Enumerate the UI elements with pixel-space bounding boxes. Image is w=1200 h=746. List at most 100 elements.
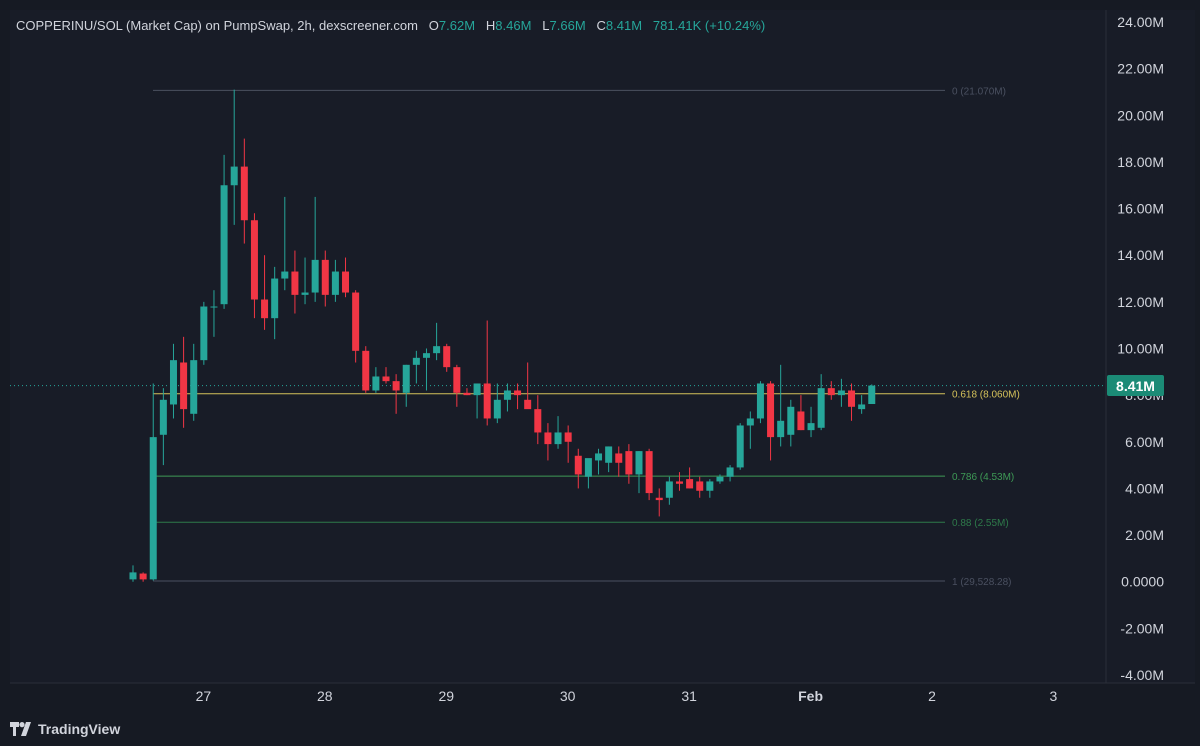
candle [473, 383, 481, 419]
candle [756, 381, 764, 424]
candle-body [382, 376, 390, 382]
candle [200, 301, 208, 365]
candle-body [261, 299, 269, 319]
grid-layer [10, 10, 1195, 684]
candle-body [595, 453, 603, 461]
candle-body [858, 404, 866, 410]
candle-body [301, 292, 309, 295]
fib-label-0.88: 0.88 (2.55M) [952, 518, 1009, 529]
y-tick-label: 16.00M [1117, 201, 1164, 217]
candle-body [605, 446, 613, 463]
y-tick-label: 10.00M [1117, 341, 1164, 357]
candle-body [564, 432, 572, 442]
candle [807, 406, 815, 438]
candle-body [736, 425, 744, 468]
candle-body [352, 292, 360, 351]
plot-area[interactable] [10, 10, 1195, 683]
high-label: H [485, 18, 496, 33]
candle-body [291, 271, 299, 295]
candle-body [645, 451, 653, 494]
y-tick-label: -4.00M [1120, 667, 1164, 683]
candle [767, 381, 775, 461]
candle [301, 257, 309, 305]
candle [382, 367, 390, 384]
candle-body [240, 166, 248, 221]
last-price-tag: 8.41M [1107, 375, 1164, 396]
x-tick-label: 31 [681, 688, 697, 704]
candle [271, 266, 279, 340]
candle-body [696, 481, 704, 491]
candle [665, 476, 673, 505]
candle [190, 343, 198, 421]
close-label: C [596, 18, 606, 33]
candle [797, 395, 805, 431]
candle [534, 395, 542, 445]
candle-body [473, 383, 481, 396]
candle [645, 448, 653, 501]
candle-body [392, 381, 400, 391]
candles-layer [129, 89, 876, 582]
candle-body [433, 346, 441, 354]
candle-body [129, 572, 137, 580]
candle-body [675, 481, 683, 484]
candle-body [453, 367, 461, 393]
candle-body [706, 481, 714, 491]
candle-body [402, 364, 410, 393]
candle [433, 322, 441, 361]
candle [777, 364, 785, 447]
candle-body [635, 451, 643, 475]
candle [352, 290, 360, 363]
candle-body [716, 476, 724, 482]
candle [635, 451, 643, 494]
y-tick-label: 22.00M [1117, 61, 1164, 77]
low-label: L [542, 18, 550, 33]
candle [220, 154, 228, 309]
candle [615, 446, 623, 477]
fib-label-0.618: 0.618 (8.060M) [952, 390, 1020, 401]
candle [706, 479, 714, 498]
candle-body [443, 346, 451, 368]
candle-body [807, 423, 815, 431]
y-tick-label: 24.00M [1117, 14, 1164, 30]
open-label: O [428, 18, 439, 33]
candle [544, 423, 552, 461]
candle [281, 196, 289, 291]
candle [180, 336, 188, 428]
candle [696, 476, 704, 498]
low-value: 7.66M [549, 18, 586, 33]
candle-body [574, 455, 582, 475]
candle [342, 257, 350, 298]
candle [837, 378, 845, 407]
candle [584, 458, 592, 489]
candle-body [625, 451, 633, 475]
candle [848, 383, 856, 421]
candle [675, 472, 683, 491]
candle [625, 444, 633, 484]
candle [261, 255, 269, 330]
candle-body [220, 185, 228, 305]
candle-body [746, 418, 754, 426]
tradingview-logo-icon[interactable] [10, 722, 32, 736]
candle [514, 383, 522, 410]
candle-body [868, 385, 876, 405]
candle-body [311, 259, 319, 293]
tradingview-brand[interactable]: TradingView [38, 721, 121, 737]
candle [483, 320, 491, 426]
candle [311, 196, 319, 302]
candle [412, 350, 420, 384]
chart-legend-header: COPPERINU/SOL (Market Cap) on PumpSwap, … [16, 18, 765, 33]
candle-body [777, 420, 785, 438]
y-tick-label: 6.00M [1125, 434, 1164, 450]
candle [230, 89, 238, 225]
candle [372, 367, 380, 393]
candle-body [190, 360, 198, 414]
close-value: 8.41M [605, 18, 643, 33]
candle [564, 425, 572, 463]
fib-label-1: 1 (29,528.28) [952, 577, 1012, 588]
y-tick-label: 4.00M [1125, 480, 1164, 496]
candle-body [210, 306, 218, 308]
candle-body [767, 383, 775, 438]
candle [159, 388, 167, 466]
candle [129, 565, 137, 582]
